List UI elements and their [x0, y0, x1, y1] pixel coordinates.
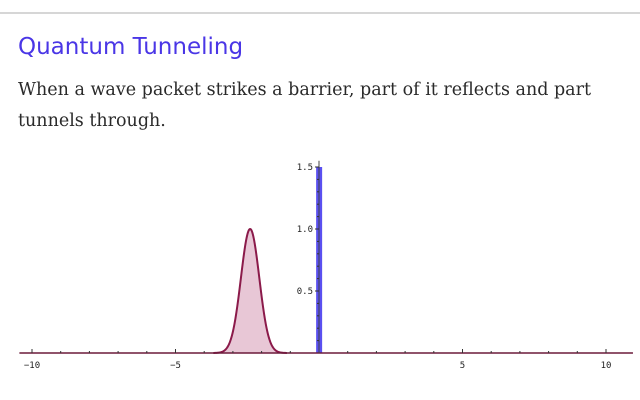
x-tick-label: 10 — [601, 361, 612, 371]
x-tick-label: −10 — [24, 361, 40, 371]
page-title: Quantum Tunneling — [18, 34, 244, 60]
top-divider — [0, 12, 640, 14]
y-tick-label: 0.5 — [297, 287, 313, 297]
wave-packet-fill — [213, 229, 287, 353]
y-tick-label: 1.0 — [297, 225, 313, 235]
x-tick-label: −5 — [170, 361, 181, 371]
wave-packet — [213, 227, 287, 354]
y-tick-label: 1.5 — [297, 163, 313, 173]
tunneling-chart: −10 −5 5 10 0.5 1.0 1.5 — [19, 160, 633, 371]
wave-packet-line — [213, 227, 287, 354]
page-description: When a wave packet strikes a barrier, pa… — [18, 80, 592, 131]
x-tick-label: 5 — [460, 361, 465, 371]
x-axis-ticks: −10 −5 5 10 — [24, 349, 612, 371]
y-axis-ticks: 0.5 1.0 1.5 — [297, 163, 319, 342]
